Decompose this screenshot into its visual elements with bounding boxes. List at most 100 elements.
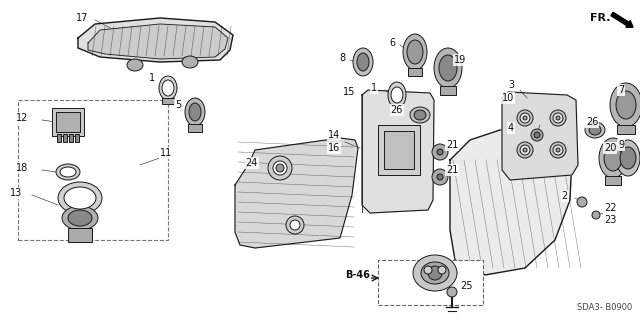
Ellipse shape [56, 164, 80, 180]
Circle shape [520, 113, 530, 123]
Ellipse shape [58, 182, 102, 214]
Ellipse shape [182, 56, 198, 68]
Ellipse shape [162, 80, 174, 96]
Ellipse shape [189, 103, 201, 121]
Circle shape [273, 161, 287, 175]
Polygon shape [450, 130, 572, 275]
Text: 25: 25 [460, 281, 472, 291]
Text: 19: 19 [454, 55, 467, 65]
Bar [57, 134, 61, 142]
Polygon shape [502, 92, 578, 180]
Ellipse shape [159, 76, 177, 100]
Bar [605, 176, 621, 185]
Ellipse shape [585, 122, 605, 138]
Bar [378, 260, 483, 305]
Ellipse shape [68, 210, 92, 226]
Text: 21: 21 [446, 140, 458, 150]
Ellipse shape [60, 167, 76, 177]
Circle shape [553, 113, 563, 123]
Circle shape [531, 129, 543, 141]
Ellipse shape [432, 144, 448, 160]
Ellipse shape [407, 40, 423, 64]
Circle shape [550, 110, 566, 126]
Circle shape [556, 148, 560, 152]
Ellipse shape [616, 91, 636, 119]
Circle shape [534, 132, 540, 138]
Circle shape [290, 220, 300, 230]
Circle shape [517, 142, 533, 158]
Ellipse shape [403, 34, 427, 70]
Circle shape [517, 110, 533, 126]
Text: 9: 9 [618, 140, 624, 150]
Text: SDA3- B0900: SDA3- B0900 [577, 303, 632, 313]
Bar [75, 134, 79, 142]
Text: 2: 2 [562, 191, 568, 201]
Circle shape [523, 116, 527, 120]
Text: 8: 8 [339, 53, 345, 63]
Text: 6: 6 [389, 38, 395, 48]
Polygon shape [88, 24, 228, 59]
Ellipse shape [410, 107, 430, 123]
Bar [68, 228, 92, 242]
Circle shape [556, 116, 560, 120]
Text: 4: 4 [508, 123, 514, 133]
Ellipse shape [434, 48, 462, 88]
Bar [188, 124, 202, 132]
Bar [378, 125, 420, 175]
Ellipse shape [589, 125, 601, 135]
Text: 1: 1 [371, 83, 377, 93]
Circle shape [286, 216, 304, 234]
Text: 23: 23 [604, 215, 616, 225]
Ellipse shape [414, 110, 426, 120]
Text: 21: 21 [446, 165, 458, 175]
Text: 5: 5 [175, 100, 181, 110]
Ellipse shape [439, 55, 457, 81]
Polygon shape [235, 138, 358, 248]
Circle shape [437, 174, 443, 180]
Bar [56, 112, 80, 132]
Polygon shape [78, 18, 233, 62]
Circle shape [520, 145, 530, 155]
Text: 22: 22 [604, 203, 616, 213]
Text: 14: 14 [328, 130, 340, 140]
Text: 26: 26 [586, 117, 598, 127]
Ellipse shape [357, 53, 369, 71]
Ellipse shape [391, 87, 403, 103]
Text: 12: 12 [15, 113, 28, 123]
Circle shape [592, 211, 600, 219]
Ellipse shape [620, 147, 636, 169]
Text: 10: 10 [502, 93, 514, 103]
Ellipse shape [428, 266, 442, 280]
Text: 1: 1 [149, 73, 155, 83]
Text: 3: 3 [508, 80, 514, 90]
Bar [18, 100, 168, 240]
Ellipse shape [604, 145, 622, 171]
Ellipse shape [616, 140, 640, 176]
Ellipse shape [421, 262, 449, 284]
Text: 18: 18 [16, 163, 28, 173]
Bar [52, 108, 84, 136]
Ellipse shape [127, 59, 143, 71]
Text: 16: 16 [328, 143, 340, 153]
Text: FR.: FR. [590, 13, 611, 23]
Bar [162, 98, 174, 104]
Ellipse shape [413, 255, 457, 291]
Circle shape [437, 149, 443, 155]
Text: 20: 20 [604, 143, 616, 153]
Circle shape [268, 156, 292, 180]
Text: 7: 7 [618, 85, 624, 95]
Text: 11: 11 [160, 148, 172, 158]
Ellipse shape [432, 169, 448, 185]
Ellipse shape [388, 82, 406, 108]
Bar [69, 134, 73, 142]
Circle shape [438, 266, 446, 274]
Bar [408, 68, 422, 76]
Text: B-46: B-46 [345, 270, 370, 280]
Bar [384, 131, 414, 169]
Text: 15: 15 [342, 87, 355, 97]
Circle shape [424, 266, 432, 274]
Text: 17: 17 [76, 13, 88, 23]
Ellipse shape [610, 83, 640, 127]
Ellipse shape [599, 138, 627, 178]
FancyArrow shape [611, 12, 633, 27]
